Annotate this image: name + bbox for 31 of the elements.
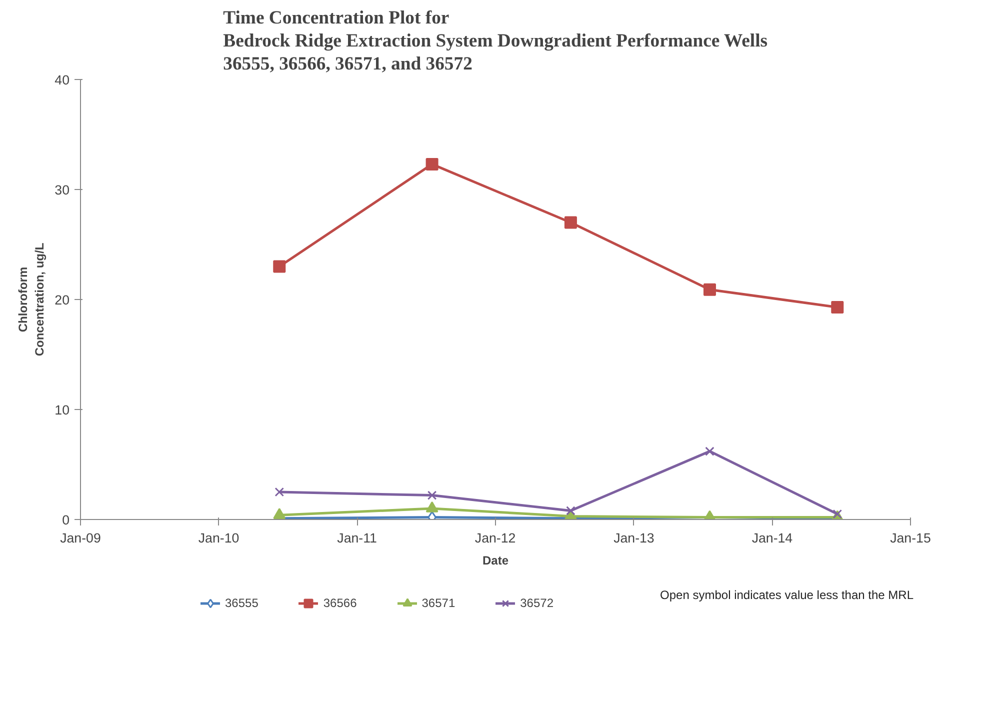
y-tick-label: 30 [54,182,70,198]
point [564,216,577,229]
x-tick-label: Jan-14 [752,530,794,546]
legend-label: 36571 [422,596,456,610]
point [831,300,844,314]
point [274,487,284,497]
point [703,283,716,296]
y-axis-title: Chloroform Concentration, ug/L [16,242,47,356]
chart-title: Time Concentration Plot for Bedrock Ridge Extraction System Downgradient Performance Wells 36555, 36566, 36571, and 36572 [223,7,768,74]
x-tick-label: Jan-15 [890,530,931,546]
legend-label: 36566 [323,596,357,610]
y-tick-label: 0 [62,512,70,528]
legend-label: 36572 [520,596,554,610]
x-tick-label: Jan-13 [614,530,654,546]
y-tick-label: 10 [54,402,70,418]
point [566,506,576,516]
x-tick-label: Jan-11 [337,530,377,546]
point [426,501,438,512]
y-tick-label: 40 [54,72,70,88]
point [427,490,437,500]
x-tick-label: Jan-12 [474,530,516,546]
legend-label: 36555 [225,596,258,610]
x-tick-label: Jan-10 [198,530,240,546]
point [273,508,286,520]
text: Open symbol indicates value less than the MRL [660,588,914,602]
x-axis-title: Date [482,554,509,568]
point [705,446,714,456]
x-tick-label: Jan-09 [60,530,101,546]
point [426,158,438,170]
point [273,260,286,273]
y-tick-label: 20 [54,292,70,308]
